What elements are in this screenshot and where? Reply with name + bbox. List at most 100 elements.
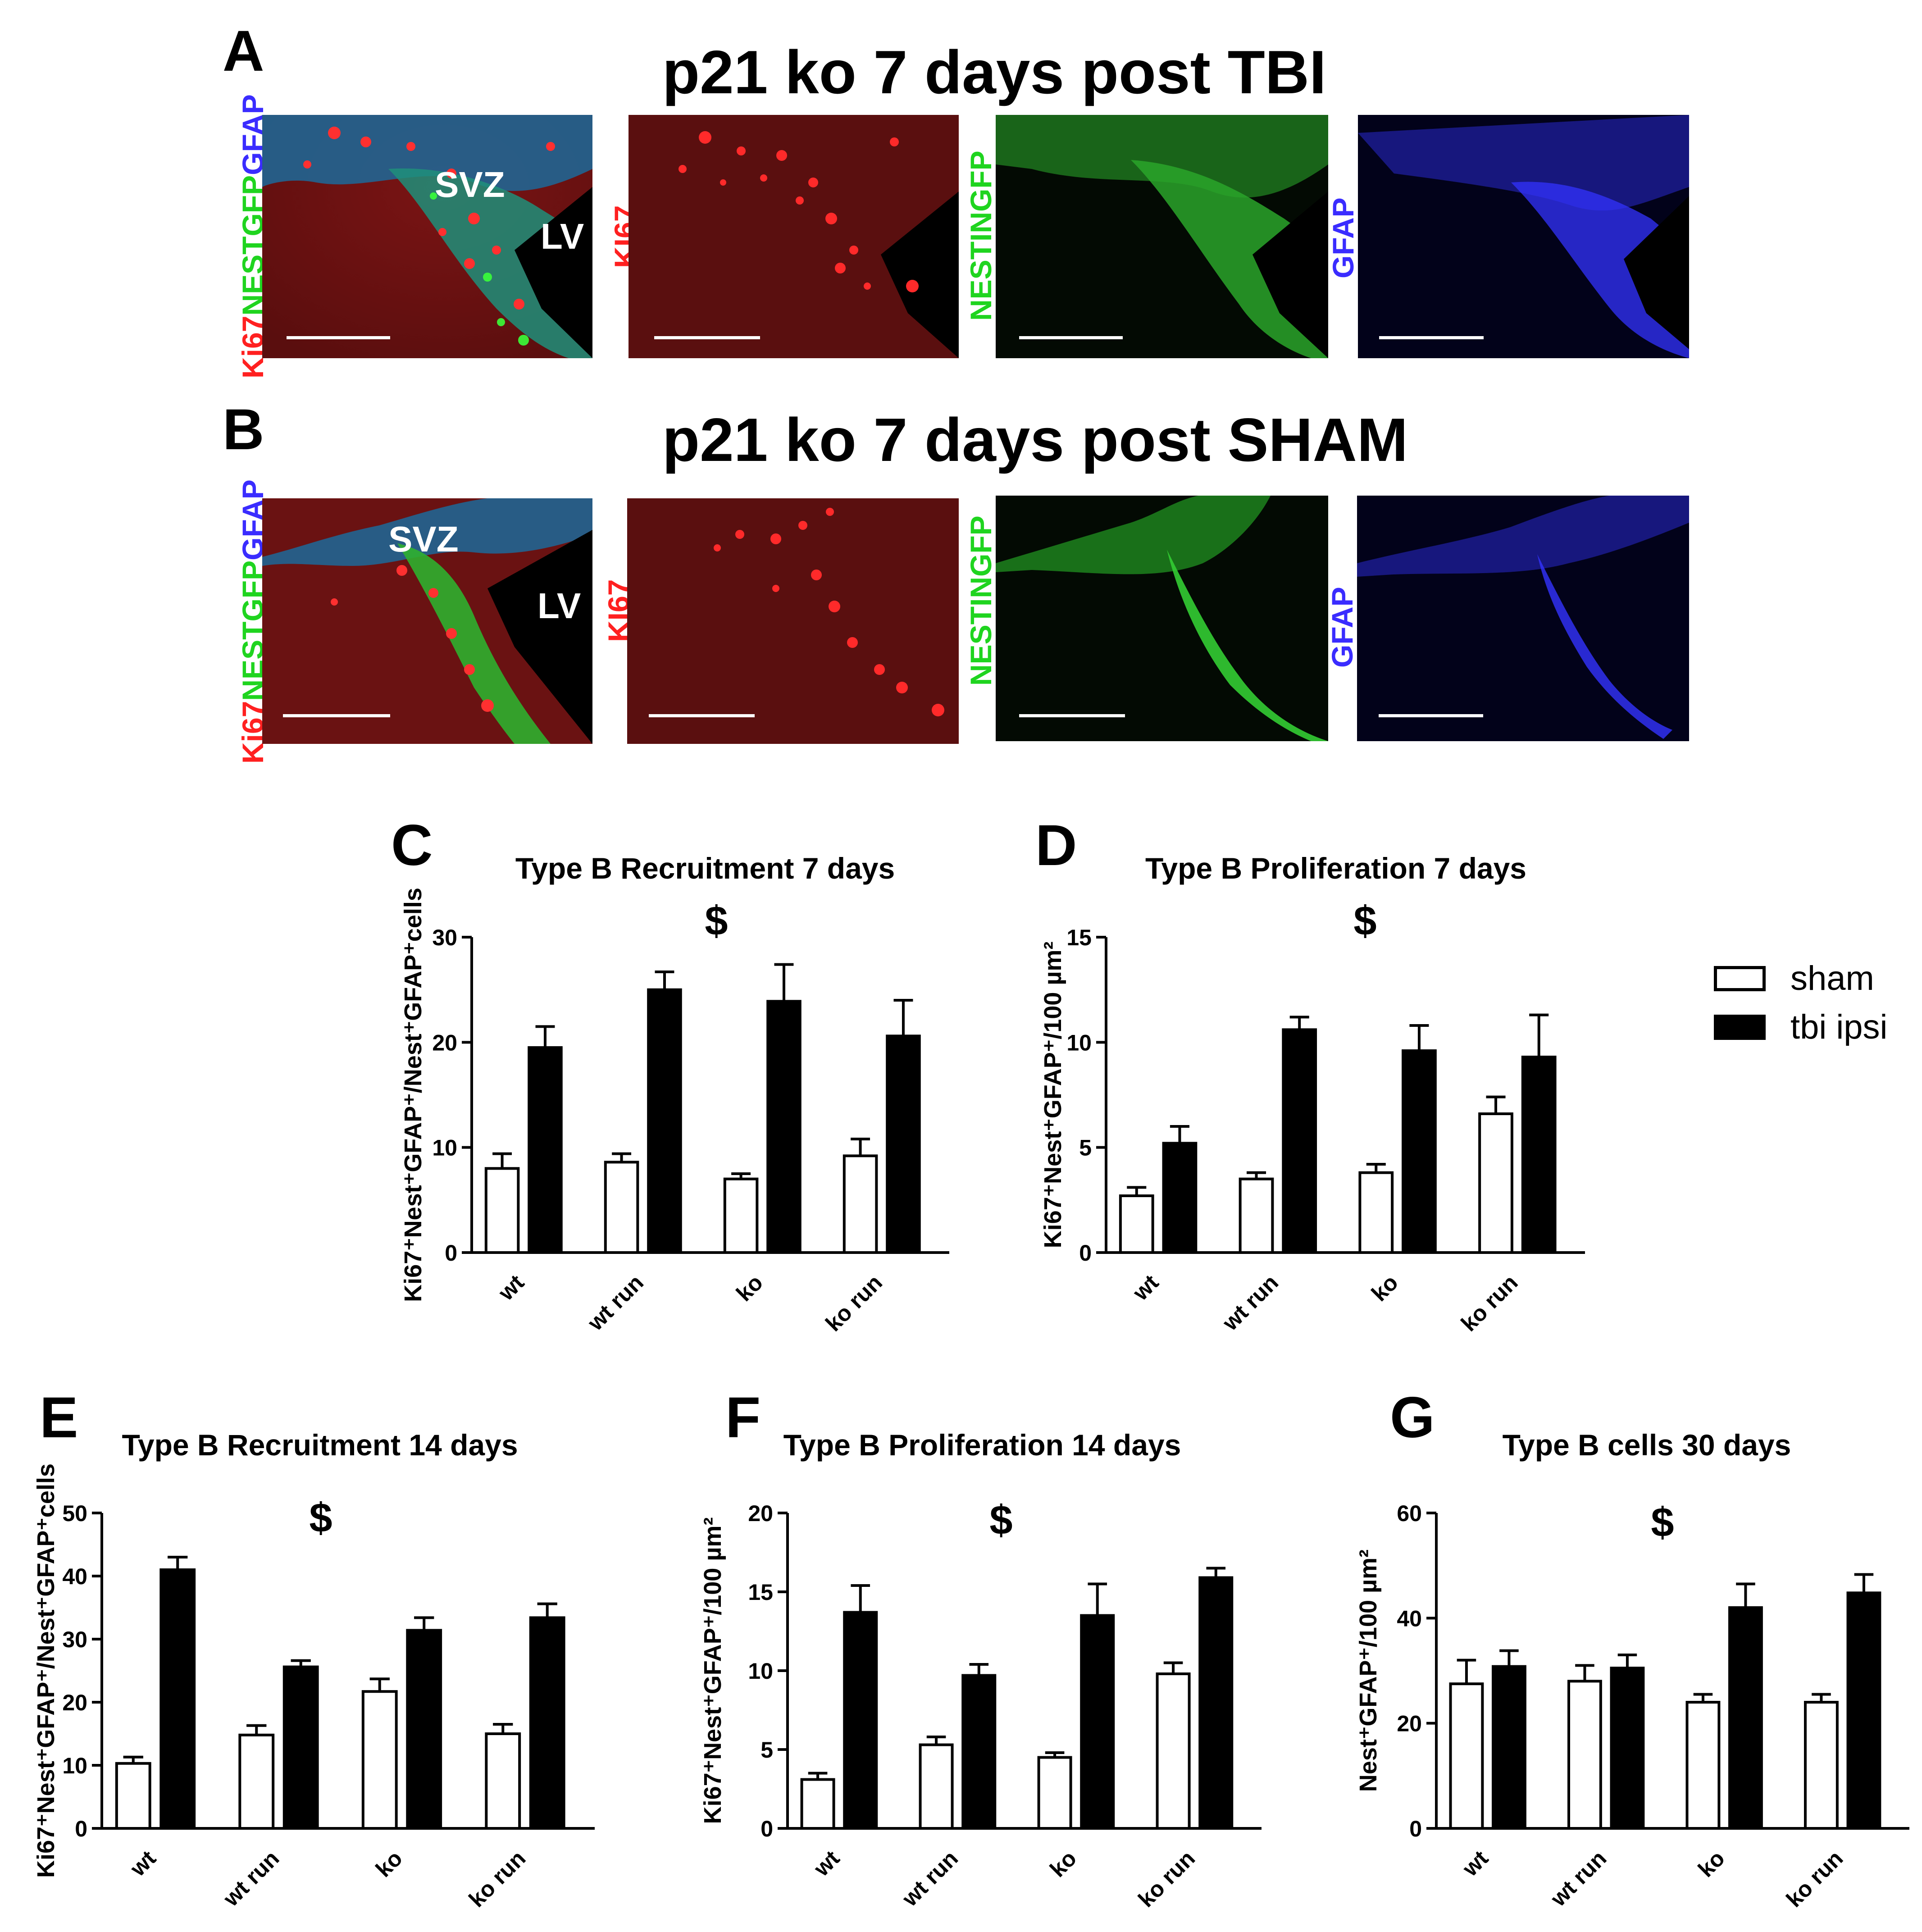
bar-tbi-wt	[1492, 1665, 1526, 1830]
bar-tbi-ko-run	[529, 1616, 565, 1830]
x-tick-label: ko	[1045, 1845, 1081, 1882]
x-tick-label: ko run	[1133, 1845, 1200, 1912]
scale-bar-a3	[1019, 336, 1123, 339]
x-tick-label: wt	[493, 1270, 529, 1306]
x-tick-label: wt	[809, 1845, 845, 1882]
y-tick-label: 0	[445, 1240, 457, 1266]
x-tick-label: ko run	[1456, 1270, 1523, 1336]
x-tick-label: ko run	[1781, 1845, 1848, 1912]
legend-swatch-tbi	[1714, 1015, 1766, 1040]
significance-annotation: $	[309, 1495, 332, 1541]
scale-bar-b4	[1379, 714, 1483, 717]
x-tick-label: wt	[125, 1845, 161, 1882]
y-tick-label: 0	[75, 1816, 87, 1841]
scale-bar-a4	[1379, 336, 1484, 339]
y-tick-label: 15	[748, 1580, 773, 1605]
y-tick-label: 30	[62, 1627, 87, 1652]
y-tick-label: 20	[62, 1690, 87, 1715]
bar-sham-ko	[1685, 1701, 1721, 1830]
chart-title: Type B Recruitment 7 days	[515, 852, 895, 885]
bar-sham-ko-run	[485, 1732, 521, 1830]
panel-letter-a: A	[223, 19, 264, 83]
scale-bar-b2	[649, 714, 755, 717]
legend-label-tbi: tbi ipsi	[1790, 1008, 1888, 1046]
bar-tbi-ko	[406, 1629, 442, 1830]
y-tick-label: 0	[1409, 1816, 1422, 1841]
panel-letter-e: E	[40, 1385, 78, 1450]
scale-bar-a2	[654, 336, 760, 339]
panel-letter-f: F	[725, 1385, 761, 1450]
y-axis-label: Ki67⁺Nest⁺GFAP⁺/100 µm²	[1039, 942, 1066, 1249]
y-tick-label: 10	[1066, 1030, 1092, 1055]
micrograph-b-gfap	[1357, 496, 1689, 741]
bar-tbi-ko	[1080, 1614, 1115, 1830]
chart-e: E Type B Recruitment 14 days $ Ki67⁺Nest⁺GF…	[32, 1385, 595, 1912]
x-tick-label: ko	[1366, 1270, 1403, 1306]
x-tick-label: wt	[1128, 1270, 1164, 1306]
x-tick-label: wt run	[218, 1845, 284, 1911]
legend: sham tbi ipsi	[1714, 960, 1908, 1059]
y-tick-label: 10	[432, 1135, 457, 1161]
micrograph-b-merge	[262, 498, 592, 744]
bar-tbi-wt-run	[1282, 1028, 1317, 1254]
bar-sham-wt-run	[919, 1743, 954, 1830]
bar-tbi-wt	[159, 1568, 196, 1830]
x-tick-label: ko	[371, 1845, 407, 1882]
y-tick-label: 15	[1066, 925, 1092, 950]
lv-label-b: LV	[537, 586, 581, 626]
y-axis-label: Ki67⁺Nest⁺GFAP⁺/Nest⁺GFAP⁺cells	[32, 1463, 59, 1878]
chart-g: G Type B cells 30 days $ Nest⁺GFAP⁺/100 µm²…	[1355, 1385, 1909, 1912]
bar-tbi-wt-run	[282, 1665, 319, 1830]
x-tick-label: wt	[1457, 1845, 1493, 1882]
bar-sham-ko-run	[1804, 1701, 1839, 1830]
y-axis-label: Ki67⁺Nest⁺GFAP⁺/Nest⁺GFAP⁺cells	[400, 888, 427, 1302]
y-tick-label: 30	[432, 925, 457, 950]
bar-sham-ko	[1037, 1756, 1072, 1830]
y-tick-label: 60	[1397, 1501, 1422, 1526]
chart-d: D Type B Proliferation 7 days $ Ki67⁺Nest⁺G…	[1035, 813, 1585, 1336]
bar-tbi-wt-run	[961, 1674, 997, 1830]
x-tick-label: ko run	[464, 1845, 531, 1912]
x-tick-label: wt run	[1217, 1270, 1283, 1335]
bar-sham-wt	[1119, 1194, 1154, 1254]
chart-title: Type B Recruitment 14 days	[122, 1428, 518, 1462]
y-tick-label: 0	[761, 1816, 773, 1841]
significance-annotation: $	[1651, 1499, 1674, 1545]
bar-tbi-wt	[843, 1611, 878, 1830]
bar-tbi-ko	[766, 1000, 802, 1254]
bar-tbi-wt	[1162, 1142, 1198, 1254]
panel-letter-c: C	[391, 813, 433, 878]
bar-sham-wt-run	[1239, 1177, 1274, 1254]
y-tick-label: 10	[748, 1659, 773, 1684]
scale-bar-a1	[287, 336, 390, 339]
chart-c: C Type B Recruitment 7 days $ Ki67⁺Nest⁺GFA…	[391, 813, 949, 1336]
micrograph-a-merge	[262, 115, 592, 358]
y-tick-label: 50	[62, 1501, 87, 1526]
scale-bar-b3	[1019, 714, 1125, 717]
y-axis-label: Ki67⁺Nest⁺GFAP⁺/100 µm²	[699, 1517, 726, 1824]
bar-tbi-ko-run	[1521, 1056, 1557, 1254]
significance-annotation: $	[1353, 898, 1376, 944]
bar-sham-wt-run	[1567, 1680, 1602, 1830]
bar-tbi-wt-run	[1610, 1667, 1645, 1830]
bar-tbi-ko	[1728, 1606, 1763, 1830]
panel-letter-g: G	[1390, 1385, 1435, 1450]
chart-title: Type B Proliferation 7 days	[1145, 852, 1526, 885]
y-tick-label: 20	[1397, 1711, 1422, 1736]
significance-annotation: $	[705, 898, 728, 944]
bar-sham-ko-run	[843, 1154, 878, 1254]
bar-sham-wt	[800, 1778, 835, 1830]
bar-tbi-ko-run	[886, 1034, 921, 1254]
micrograph-a-nestin	[996, 115, 1328, 358]
chart-title: Type B Proliferation 14 days	[783, 1428, 1181, 1462]
bar-tbi-ko-run	[1198, 1576, 1234, 1830]
legend-swatch-sham	[1714, 966, 1766, 991]
svz-label-b: SVZ	[388, 519, 459, 559]
bar-sham-wt	[1449, 1682, 1484, 1830]
y-tick-label: 40	[1397, 1606, 1422, 1631]
x-tick-label: ko	[1693, 1845, 1730, 1882]
x-tick-label: ko run	[820, 1270, 887, 1336]
chart-f: F Type B Proliferation 14 days $ Ki67⁺Nest⁺…	[699, 1385, 1262, 1912]
y-tick-label: 0	[1079, 1240, 1092, 1266]
